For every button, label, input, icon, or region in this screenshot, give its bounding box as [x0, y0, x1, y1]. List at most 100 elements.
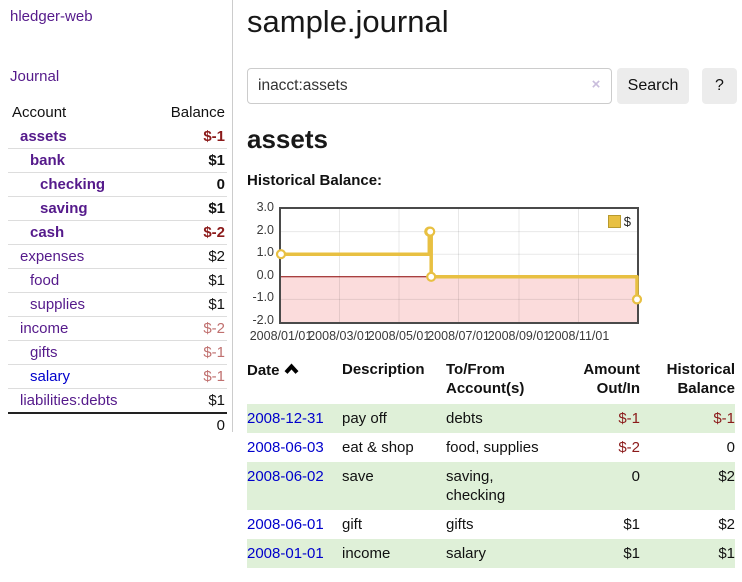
- account-link-liabilities-debts[interactable]: liabilities:debts: [20, 392, 118, 409]
- legend-swatch: [608, 215, 621, 228]
- col-tofrom: To/FromAccount(s): [446, 356, 555, 404]
- legend-label: $: [624, 214, 631, 229]
- transaction-accounts: salary: [446, 539, 555, 568]
- account-link-supplies[interactable]: supplies: [30, 296, 85, 313]
- transaction-amount: 0: [555, 462, 640, 510]
- accounts-col-balance: Balance: [149, 101, 227, 125]
- register-table: Date Description To/FromAccount(s) Amoun…: [247, 356, 735, 568]
- register-row: 2008-06-01 gift gifts $1 $2: [247, 510, 735, 539]
- help-button[interactable]: ?: [702, 68, 737, 104]
- account-link-salary[interactable]: salary: [30, 368, 70, 385]
- x-tick-label: 2008/11/01: [548, 329, 610, 343]
- historical-balance-chart: $ 3.02.01.00.0-1.0-2.0 2008/01/012008/03…: [247, 200, 667, 348]
- app-brand-link[interactable]: hledger-web: [10, 8, 93, 25]
- transaction-date-link[interactable]: 2008-01-01: [247, 545, 324, 562]
- account-balance: $1: [149, 389, 227, 414]
- register-row: 2008-06-02 save saving, checking 0 $2: [247, 462, 735, 510]
- col-amount: Amount Out/In: [555, 356, 640, 404]
- search-input[interactable]: [247, 68, 612, 104]
- account-row-food: food $1: [8, 269, 227, 293]
- account-balance: $2: [149, 245, 227, 269]
- account-row-checking: checking 0: [8, 173, 227, 197]
- transaction-accounts: gifts: [446, 510, 555, 539]
- account-link-gifts[interactable]: gifts: [30, 344, 58, 361]
- account-row-bank: bank $1: [8, 149, 227, 173]
- x-tick-label: 2008/01/01: [250, 329, 313, 343]
- account-row-cash: cash $-2: [8, 221, 227, 245]
- account-heading: assets: [247, 124, 328, 155]
- transaction-balance: $-1: [640, 404, 735, 433]
- account-balance: $-2: [149, 317, 227, 341]
- account-link-bank[interactable]: bank: [30, 152, 65, 169]
- chart-legend: $: [606, 213, 633, 230]
- register-row: 2008-06-03 eat & shop food, supplies $-2…: [247, 433, 735, 462]
- chart-svg: [281, 209, 637, 322]
- y-tick-label: -1.0: [247, 290, 274, 304]
- account-row-gifts: gifts $-1: [8, 341, 227, 365]
- transaction-accounts: food, supplies: [446, 433, 555, 462]
- transaction-description: save: [342, 462, 446, 510]
- transaction-date-link[interactable]: 2008-06-03: [247, 439, 324, 456]
- account-row-income: income $-2: [8, 317, 227, 341]
- account-link-assets[interactable]: assets: [20, 128, 67, 145]
- account-balance: $1: [149, 293, 227, 317]
- account-link-food[interactable]: food: [30, 272, 59, 289]
- y-tick-label: 3.0: [247, 200, 274, 214]
- account-balance: $-2: [149, 221, 227, 245]
- register-header-row: Date Description To/FromAccount(s) Amoun…: [247, 356, 735, 404]
- x-tick-label: 2008/07/01: [427, 329, 490, 343]
- account-link-income[interactable]: income: [20, 320, 68, 337]
- page-title: sample.journal: [247, 4, 449, 40]
- col-date-label: Date: [247, 362, 280, 379]
- col-description: Description: [342, 356, 446, 404]
- y-tick-label: -2.0: [247, 313, 274, 327]
- transaction-description: eat & shop: [342, 433, 446, 462]
- account-balance: $1: [149, 197, 227, 221]
- accounts-header-row: Account Balance: [8, 101, 227, 125]
- transaction-balance: $2: [640, 462, 735, 510]
- account-link-expenses[interactable]: expenses: [20, 248, 84, 265]
- y-tick-label: 2.0: [247, 223, 274, 237]
- transaction-date-link[interactable]: 2008-06-02: [247, 468, 324, 485]
- transaction-description: pay off: [342, 404, 446, 433]
- transaction-amount: $-1: [555, 404, 640, 433]
- col-date[interactable]: Date: [247, 356, 342, 404]
- x-tick-label: 2008/05/01: [368, 329, 431, 343]
- x-tick-label: 2008/09/01: [488, 329, 551, 343]
- accounts-col-account: Account: [8, 101, 149, 125]
- transaction-accounts: debts: [446, 404, 555, 433]
- sidebar-divider: [232, 0, 233, 432]
- account-balance: $-1: [149, 125, 227, 149]
- account-row-supplies: supplies $1: [8, 293, 227, 317]
- col-amount-line1: Amount: [583, 361, 640, 378]
- search-button[interactable]: Search: [617, 68, 689, 104]
- transaction-description: gift: [342, 510, 446, 539]
- sidebar-item-journal[interactable]: Journal: [10, 68, 227, 85]
- clear-search-icon[interactable]: ×: [587, 76, 605, 93]
- account-row-assets: assets $-1: [8, 125, 227, 149]
- account-balance: $1: [149, 149, 227, 173]
- account-row-liabilities-debts: liabilities:debts $1: [8, 389, 227, 414]
- col-tofrom-line2: Account(s): [446, 380, 524, 397]
- account-row-saving: saving $1: [8, 197, 227, 221]
- account-link-checking[interactable]: checking: [40, 176, 105, 193]
- transaction-date-link[interactable]: 2008-12-31: [247, 410, 324, 427]
- sort-asc-icon[interactable]: [284, 360, 299, 379]
- account-link-cash[interactable]: cash: [30, 224, 64, 241]
- transaction-date-link[interactable]: 2008-06-01: [247, 516, 324, 533]
- col-balance: Historical Balance: [640, 356, 735, 404]
- account-row-salary: salary $-1: [8, 365, 227, 389]
- account-balance: $-1: [149, 341, 227, 365]
- accounts-table: Account Balance assets $-1 bank $1 check…: [8, 101, 227, 437]
- sidebar: hledger-web Journal Account Balance asse…: [0, 0, 232, 437]
- accounts-total: 0: [149, 413, 227, 437]
- col-balance-line2: Balance: [677, 380, 735, 397]
- account-balance: 0: [149, 173, 227, 197]
- transaction-amount: $1: [555, 510, 640, 539]
- col-amount-line2: Out/In: [597, 380, 640, 397]
- account-link-saving[interactable]: saving: [40, 200, 88, 217]
- col-balance-line1: Historical: [667, 361, 735, 378]
- y-tick-label: 1.0: [247, 245, 274, 259]
- transaction-balance: $1: [640, 539, 735, 568]
- account-balance: $-1: [149, 365, 227, 389]
